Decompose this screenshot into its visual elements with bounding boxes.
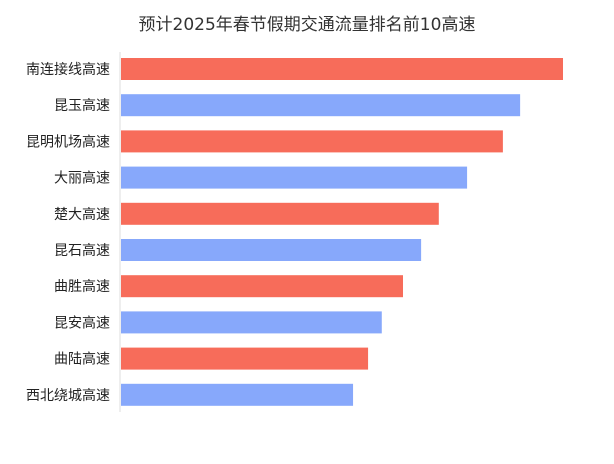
chart-title: 预计2025年春节假期交通流量排名前10高速 [138,15,476,35]
category-label: 昆安高速 [54,314,110,331]
category-label: 大丽高速 [54,170,110,187]
category-label: 曲胜高速 [54,278,110,295]
category-label: 昆石高速 [54,242,110,259]
bar [121,130,503,153]
bar [121,383,354,406]
bar [121,166,468,189]
bar [121,347,369,370]
bar [121,94,521,117]
category-label: 南连接线高速 [26,61,110,78]
category-label: 昆玉高速 [54,97,110,114]
bar [121,311,382,334]
category-label: 西北绕城高速 [26,387,110,404]
category-label: 楚大高速 [54,206,110,223]
bar [121,275,403,298]
bar [121,239,422,261]
bar [121,58,563,80]
category-label: 昆明机场高速 [26,133,110,150]
bar [121,202,439,225]
category-label: 曲陆高速 [54,351,110,368]
